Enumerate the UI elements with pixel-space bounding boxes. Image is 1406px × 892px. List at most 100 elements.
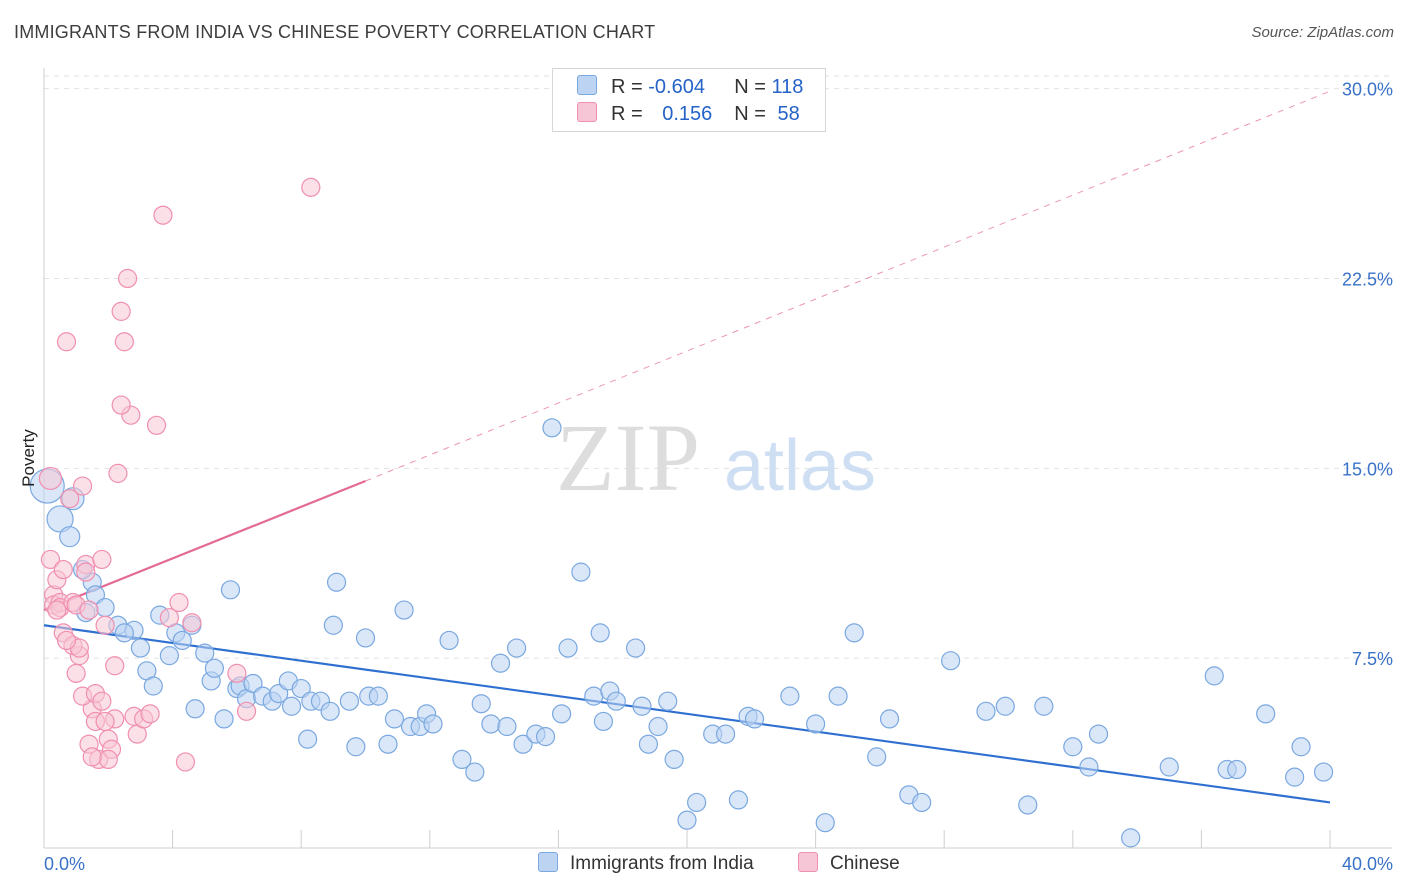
india-point <box>571 562 591 582</box>
chinese-point <box>56 332 77 352</box>
india-point <box>378 734 398 754</box>
legend-r-value-india: -0.604 <box>648 76 705 98</box>
chinese-point <box>108 463 128 483</box>
india-point <box>867 747 887 767</box>
india-point <box>214 709 234 729</box>
y-axis-label: Poverty <box>19 429 38 487</box>
india-point <box>143 676 163 696</box>
india-point <box>185 699 205 719</box>
x-tick-label: 40.0% <box>1342 854 1393 874</box>
india-point <box>584 686 604 706</box>
chinese-point <box>140 704 160 724</box>
series-label-india: Immigrants from India <box>570 853 754 874</box>
watermark: ZIP atlas <box>556 404 876 511</box>
india-point <box>558 638 578 658</box>
india-point <box>941 651 961 671</box>
india-point <box>606 691 626 711</box>
india-point <box>1291 737 1311 757</box>
india-point <box>1018 795 1038 815</box>
india-point <box>339 691 360 711</box>
india-point <box>204 658 224 678</box>
chinese-point <box>146 415 167 435</box>
y-tick-label: 22.5% <box>1342 269 1393 289</box>
chinese-point <box>92 549 112 570</box>
y-tick-label: 7.5% <box>1352 649 1393 669</box>
chinese-point <box>111 301 131 321</box>
india-point <box>384 709 405 729</box>
series-legend: Immigrants from India Chinese <box>0 852 1406 878</box>
india-point <box>828 686 848 706</box>
chinese-point <box>53 559 73 580</box>
india-point <box>320 701 340 721</box>
india-point <box>715 724 736 744</box>
chinese-point <box>236 701 257 721</box>
india-point <box>195 643 215 663</box>
legend-n-value-india: 118 <box>771 76 804 98</box>
legend-row-india: R = -0.604 N = 118 <box>577 75 803 101</box>
legend-n-value-chinese: 58 <box>777 103 800 125</box>
india-point <box>1121 828 1141 848</box>
india-point <box>394 600 414 620</box>
india-point <box>744 709 765 729</box>
tick-labels: 7.5% 15.0% 22.5% 30.0% 0.0% 40.0% Poverty <box>19 80 1393 874</box>
chinese-point <box>82 747 102 767</box>
chart-title: IMMIGRANTS FROM INDIA VS CHINESE POVERTY… <box>14 22 656 42</box>
india-point <box>423 714 443 734</box>
chinese-point <box>105 656 125 676</box>
india-point <box>465 762 485 782</box>
chinese-point <box>98 749 118 770</box>
india-point <box>1204 666 1224 686</box>
chinese-point <box>114 332 134 352</box>
legend-swatch-chinese <box>577 102 597 122</box>
india-point <box>323 615 343 635</box>
data-points <box>29 177 1334 848</box>
watermark-zip: ZIP <box>556 404 700 511</box>
chinese-point <box>56 630 77 651</box>
india-point <box>638 734 659 754</box>
india-point <box>490 653 511 673</box>
y-tick-label: 15.0% <box>1342 459 1393 479</box>
india-point <box>1034 696 1054 716</box>
india-point <box>728 790 749 810</box>
india-point <box>1285 767 1305 787</box>
india-point <box>1256 704 1276 724</box>
india-point <box>1227 759 1247 780</box>
india-point <box>439 630 459 651</box>
india-point <box>687 792 707 813</box>
legend-row-chinese: R = 0.156 N = 58 <box>577 102 800 128</box>
india-point <box>507 638 527 658</box>
india-point <box>220 580 241 600</box>
india-point <box>658 691 678 711</box>
legend-r-value-chinese: 0.156 <box>662 103 713 125</box>
india-point <box>590 623 610 643</box>
india-point <box>815 813 835 833</box>
axes <box>43 68 1392 849</box>
series-legend-india: Immigrants from India <box>538 852 754 875</box>
india-point <box>481 714 501 734</box>
india-point <box>535 727 556 747</box>
india-point <box>677 810 697 830</box>
india-point <box>805 714 826 734</box>
india-point <box>59 526 81 548</box>
chinese-point <box>175 752 196 772</box>
chinese-point <box>117 268 138 289</box>
legend-swatch-india <box>577 75 597 95</box>
india-point <box>95 597 115 618</box>
india-point <box>291 678 311 699</box>
india-point <box>1063 737 1083 757</box>
india-point <box>593 711 614 732</box>
chinese-point <box>159 608 179 628</box>
chart-source: Source: ZipAtlas.com <box>1251 24 1394 41</box>
grid <box>44 75 1392 659</box>
india-trend-line <box>43 624 1331 804</box>
india-point <box>664 749 684 770</box>
india-point <box>632 696 652 716</box>
correlation-legend: R = -0.604 N = 118 R = 0.156 N = 58 <box>552 68 826 132</box>
india-point <box>1079 757 1099 777</box>
india-point <box>355 628 376 648</box>
chinese-point <box>153 205 173 225</box>
india-point <box>281 696 302 716</box>
india-point <box>326 572 347 592</box>
chinese-point <box>95 615 115 635</box>
